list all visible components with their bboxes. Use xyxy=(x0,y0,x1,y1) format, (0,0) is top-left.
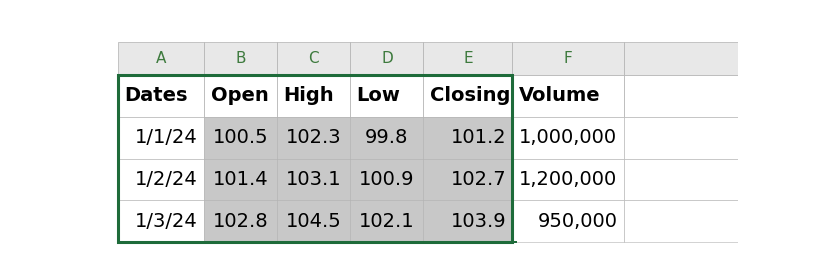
Bar xyxy=(423,200,512,242)
Text: C: C xyxy=(308,51,319,66)
Bar xyxy=(118,75,512,242)
Text: 101.2: 101.2 xyxy=(450,128,505,147)
Bar xyxy=(350,158,423,200)
Text: Closing: Closing xyxy=(429,86,509,105)
Text: 103.1: 103.1 xyxy=(286,170,342,189)
Bar xyxy=(350,117,423,158)
Text: A: A xyxy=(156,51,166,66)
Text: Low: Low xyxy=(356,86,400,105)
Text: E: E xyxy=(463,51,472,66)
Text: 100.5: 100.5 xyxy=(213,128,268,147)
Text: Dates: Dates xyxy=(124,86,188,105)
Bar xyxy=(512,42,623,75)
Text: High: High xyxy=(283,86,334,105)
Bar xyxy=(204,117,277,158)
Bar xyxy=(118,42,204,75)
Bar xyxy=(512,158,623,200)
Text: 1,000,000: 1,000,000 xyxy=(518,128,617,147)
Bar xyxy=(277,117,350,158)
Text: F: F xyxy=(563,51,572,66)
Bar xyxy=(423,75,512,117)
Text: 100.9: 100.9 xyxy=(359,170,414,189)
Text: B: B xyxy=(235,51,246,66)
Text: 950,000: 950,000 xyxy=(536,212,617,231)
Bar xyxy=(623,117,737,158)
Bar xyxy=(623,200,737,242)
Bar xyxy=(277,200,350,242)
Text: 103.9: 103.9 xyxy=(450,212,505,231)
Text: 102.7: 102.7 xyxy=(450,170,505,189)
Bar xyxy=(277,75,350,117)
Text: 1,200,000: 1,200,000 xyxy=(518,170,617,189)
Bar xyxy=(512,200,623,242)
Text: D: D xyxy=(381,51,392,66)
Bar xyxy=(350,42,423,75)
Bar xyxy=(350,200,423,242)
Bar xyxy=(118,158,204,200)
Text: 1/1/24: 1/1/24 xyxy=(135,128,197,147)
Text: 104.5: 104.5 xyxy=(286,212,342,231)
Text: 99.8: 99.8 xyxy=(364,128,408,147)
Text: 102.1: 102.1 xyxy=(359,212,414,231)
Bar xyxy=(118,117,204,158)
Bar xyxy=(423,158,512,200)
Bar xyxy=(512,117,623,158)
Text: 1/2/24: 1/2/24 xyxy=(135,170,197,189)
Bar xyxy=(623,75,737,117)
Bar xyxy=(623,158,737,200)
Text: 1/3/24: 1/3/24 xyxy=(135,212,197,231)
Bar xyxy=(277,42,350,75)
Text: 102.3: 102.3 xyxy=(286,128,342,147)
Bar xyxy=(423,42,512,75)
Text: Volume: Volume xyxy=(518,86,600,105)
Text: 102.8: 102.8 xyxy=(213,212,268,231)
Bar xyxy=(623,42,737,75)
Bar xyxy=(204,200,277,242)
Bar xyxy=(508,241,516,244)
Bar xyxy=(204,158,277,200)
Bar xyxy=(204,42,277,75)
Bar xyxy=(512,75,623,117)
Bar xyxy=(423,117,512,158)
Bar xyxy=(118,200,204,242)
Bar xyxy=(204,75,277,117)
Bar xyxy=(350,75,423,117)
Bar xyxy=(277,158,350,200)
Text: 101.4: 101.4 xyxy=(213,170,268,189)
Text: Open: Open xyxy=(210,86,268,105)
Bar xyxy=(118,75,204,117)
